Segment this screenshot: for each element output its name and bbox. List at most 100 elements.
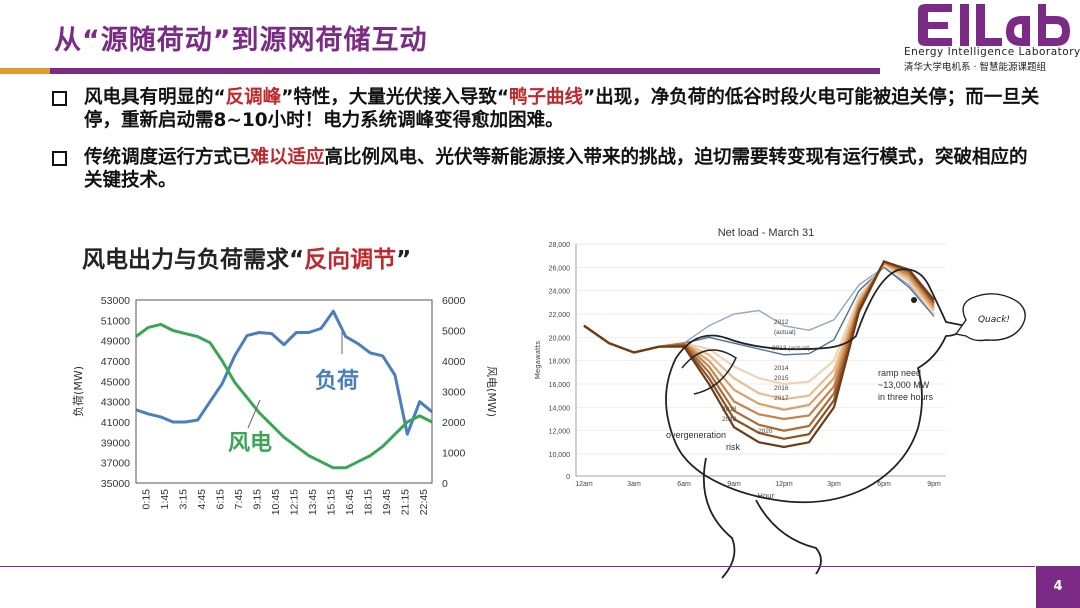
load-series-line [135,309,433,436]
bullet-2-part: 高比例风电、光伏等新能源接入带来的挑战，迫切需要转变现有运行模式，突破相应的关键… [84,147,1028,191]
year-label: 2015 [774,375,789,382]
ramp-need-label: ~13,000 MW [878,380,930,390]
duck-eye [911,297,917,303]
x-tick-label: 9:15 [251,489,263,510]
duck-legs-drawing [702,457,822,579]
x-tick-label: 6:15 [214,489,226,510]
quack-text: Quack! [978,315,1010,325]
overgeneration-label: overgeneration [666,430,726,440]
x-tick-label: 6pm [877,481,891,488]
year-label: (actual) [774,329,796,336]
bullet-1-part: ”出现，净负荷的低谷时段火电可能被迫关停；而一旦关停，重新启动需8~10小时！电… [84,87,1040,131]
x-tick-label: 1:45 [159,489,171,510]
bullet-1-highlight: 反调峰 [225,87,282,108]
bullet-1-part: 风电具有明显的“ [84,87,226,108]
year-label: 2018 [722,406,737,413]
y2-tick-label: 5000 [442,326,466,338]
x-tick-label: 19:45 [381,489,393,515]
x-tick-label: 21:15 [399,489,411,515]
overgeneration-label: risk [726,442,740,452]
year-label: 2019 [722,416,737,423]
x-tick-label: 7:45 [233,489,245,510]
bullet-2: 传统调度运行方式已难以适应高比例风电、光伏等新能源接入带来的挑战，迫切需要转变现… [52,146,1032,196]
net-load-curve-2020 [583,260,935,449]
y-tick-label: 49000 [101,336,130,348]
logo-mark-graphic [918,4,1070,46]
x-tick-label: 22:45 [418,489,430,515]
x-tick-label: 6am [677,481,691,488]
chart-heading-highlight: 反向调节 [304,247,397,273]
chart-heading-suffix: ” [396,247,412,273]
duck-curve-chart: Net load - March 31 28,000 26,000 24,000 22,… [534,227,1026,579]
title-underline [0,68,880,74]
bullet-1: 风电具有明显的“反调峰”特性，大量光伏接入导致“鸭子曲线”出现，净负荷的低谷时段… [52,86,1039,136]
bullet-2-text: 传统调度运行方式已难以适应高比例风电、光伏等新能源接入带来的挑战，迫切需要转变现… [84,146,1044,192]
x-tick-label: 18:15 [362,489,374,515]
ramp-need-label: ramp need [878,368,921,378]
y-tick-label: 45000 [101,376,130,388]
y2-tick-label: 6000 [442,295,466,307]
y2-tick-label: 0 [442,478,448,490]
load-series-label: 负荷 [315,369,359,394]
bullet-1-part: ”特性，大量光伏接入导致“ [281,87,510,108]
x-tick-label: 16:45 [344,489,356,515]
y2-tick-label: 4000 [442,356,466,368]
footer-line [0,566,1035,567]
duck-drawing [665,268,967,504]
y-tick-label: 26,000 [549,265,571,272]
page-number: 4 [1036,566,1080,608]
lab-logo: Energy Intelligence Laboratory 清华大学电机系 ·… [892,4,1080,73]
bullet-1-text: 风电具有明显的“反调峰”特性，大量光伏接入导致“鸭子曲线”出现，净负荷的低谷时段… [84,86,1044,132]
speech-bubble [954,293,1026,342]
title-underline-accent [0,68,50,74]
y-tick-label: 53000 [101,295,130,307]
chart-heading-prefix: 风电出力与负荷需求“ [82,247,305,273]
y-tick-label: 51000 [101,315,130,327]
bullet-box-icon [52,151,67,166]
x-tick-label: 9pm [927,481,941,488]
y-axis-label: Megawatts [534,341,542,380]
y-tick-label: 16,000 [549,382,571,389]
wind-annotation-arrow [247,399,261,429]
x-tick-label: 10:45 [270,489,282,515]
y-tick-label: 39000 [101,437,130,449]
y-tick-label: 35000 [101,478,130,490]
y-tick-label: 47000 [101,356,130,368]
y-tick-label: 20,000 [549,335,571,342]
bullet-2-highlight: 难以适应 [250,147,325,168]
y2-tick-label: 1000 [442,448,466,460]
year-label: 2020 [758,428,773,435]
wind-load-chart: 53000 51000 49000 47000 45000 43000 41000 39000… [71,295,498,515]
net-load-curve-2019 [583,260,935,440]
y-tick-label: 43000 [101,397,130,409]
y-axis-label: 负荷(MW) [71,366,85,417]
y-tick-label: 37000 [101,458,130,470]
x-axis-label: Hour [758,492,775,500]
plot-frame [135,299,433,484]
x-tick-label: 13:45 [307,489,319,515]
bullet-2-part: 传统调度运行方式已 [84,147,251,168]
bullet-1-highlight: 鸭子曲线 [509,87,584,108]
year-label: 2012 [774,319,789,326]
wind-series-label: 风电 [228,431,272,456]
x-tick-label: 12pm [775,481,793,488]
y-tick-label: 0 [566,474,570,481]
x-tick-label: 3:15 [177,489,189,510]
net-load-curve-2012 [583,266,935,354]
x-tick-label: 12am [575,481,593,488]
x-tick-label: 0:15 [140,489,152,510]
y2-tick-label: 2000 [442,417,466,429]
y2-axis-label: 风电(MW) [485,366,498,417]
y-tick-label: 41000 [101,417,130,429]
logo-chinese-text: 清华大学电机系 · 智慧能源课题组 [904,62,1047,73]
wind-series-line [135,322,433,470]
x-tick-label: 15:15 [325,489,337,515]
logo-english-text: Energy Intelligence Laboratory [904,46,1080,58]
ramp-need-label: in three hours [878,392,934,402]
x-tick-label: 3pm [827,481,841,488]
x-tick-label: 9am [727,481,741,488]
y-tick-label: 14,000 [549,405,571,412]
chart-heading: 风电出力与负荷需求“反向调节” [82,240,411,274]
year-label: 2014 [774,365,789,372]
y-tick-label: 18,000 [549,359,571,366]
